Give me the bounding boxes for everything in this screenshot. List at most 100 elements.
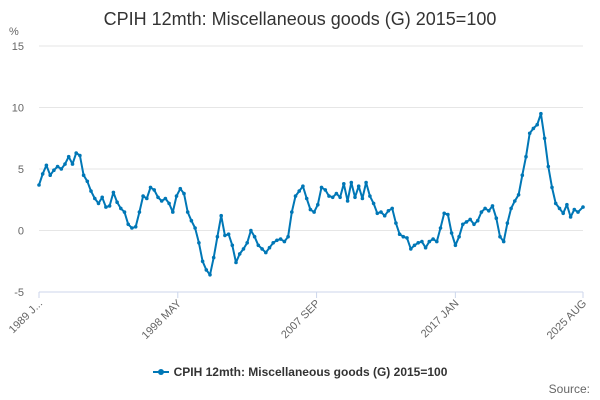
data-point[interactable]: [423, 245, 428, 250]
data-point[interactable]: [93, 196, 97, 201]
data-point[interactable]: [208, 273, 212, 277]
data-point[interactable]: [572, 207, 577, 212]
data-point[interactable]: [260, 247, 264, 251]
data-point[interactable]: [490, 204, 495, 208]
data-point[interactable]: [539, 111, 543, 116]
data-point[interactable]: [52, 168, 56, 172]
data-point[interactable]: [301, 184, 305, 188]
data-point[interactable]: [316, 202, 320, 207]
data-point[interactable]: [278, 237, 283, 241]
data-point[interactable]: [405, 236, 409, 240]
data-point[interactable]: [282, 239, 287, 244]
data-point[interactable]: [85, 179, 90, 184]
data-point[interactable]: [37, 183, 41, 187]
data-point[interactable]: [163, 196, 168, 201]
data-point[interactable]: [394, 221, 398, 225]
data-point[interactable]: [107, 204, 112, 208]
data-point[interactable]: [145, 196, 149, 201]
data-point[interactable]: [115, 200, 119, 204]
data-point[interactable]: [126, 222, 130, 227]
data-point[interactable]: [483, 206, 487, 211]
data-point[interactable]: [382, 213, 387, 218]
data-point[interactable]: [449, 231, 454, 235]
data-point[interactable]: [438, 226, 443, 230]
data-point[interactable]: [475, 218, 480, 223]
data-point[interactable]: [323, 188, 328, 192]
data-point[interactable]: [360, 196, 365, 201]
data-point[interactable]: [96, 201, 101, 206]
data-point[interactable]: [234, 260, 238, 265]
data-point[interactable]: [130, 226, 134, 230]
data-point[interactable]: [553, 201, 558, 206]
data-point[interactable]: [327, 194, 331, 198]
data-point[interactable]: [349, 180, 354, 185]
data-point[interactable]: [193, 226, 197, 230]
data-point[interactable]: [230, 243, 235, 248]
data-point[interactable]: [78, 153, 82, 158]
data-point[interactable]: [256, 243, 261, 248]
data-point[interactable]: [412, 243, 417, 248]
data-point[interactable]: [364, 180, 368, 185]
source-label[interactable]: Source:: [548, 382, 590, 396]
data-point[interactable]: [264, 250, 268, 255]
data-point[interactable]: [141, 194, 145, 198]
data-point[interactable]: [334, 191, 339, 196]
data-point[interactable]: [81, 173, 86, 177]
data-point[interactable]: [390, 206, 395, 211]
data-point[interactable]: [200, 259, 205, 264]
data-point[interactable]: [409, 247, 413, 251]
data-point[interactable]: [237, 252, 242, 256]
data-point[interactable]: [338, 195, 342, 200]
data-point[interactable]: [245, 241, 249, 245]
data-point[interactable]: [297, 189, 302, 193]
data-point[interactable]: [204, 268, 209, 272]
data-point[interactable]: [546, 164, 551, 169]
data-point[interactable]: [375, 211, 380, 216]
data-point[interactable]: [487, 209, 491, 213]
data-point[interactable]: [345, 199, 350, 203]
data-point[interactable]: [461, 222, 465, 227]
data-point[interactable]: [40, 172, 45, 176]
data-point[interactable]: [44, 163, 49, 168]
data-point[interactable]: [167, 201, 171, 206]
data-point[interactable]: [442, 211, 447, 216]
data-point[interactable]: [527, 131, 532, 136]
data-point[interactable]: [371, 201, 376, 206]
data-point[interactable]: [501, 239, 506, 244]
data-point[interactable]: [435, 239, 439, 244]
data-point[interactable]: [267, 245, 272, 250]
data-point[interactable]: [319, 185, 324, 190]
data-point[interactable]: [464, 220, 469, 224]
data-point[interactable]: [550, 185, 554, 190]
data-point[interactable]: [505, 221, 510, 225]
data-point[interactable]: [215, 234, 220, 239]
data-point[interactable]: [211, 255, 216, 260]
data-point[interactable]: [576, 210, 580, 214]
data-point[interactable]: [197, 241, 201, 245]
data-point[interactable]: [63, 162, 67, 166]
data-point[interactable]: [219, 213, 223, 218]
data-point[interactable]: [520, 173, 525, 177]
data-point[interactable]: [252, 234, 257, 239]
data-point[interactable]: [509, 206, 513, 211]
data-point[interactable]: [308, 207, 313, 212]
data-point[interactable]: [561, 211, 565, 216]
data-point[interactable]: [223, 233, 227, 238]
data-point[interactable]: [275, 238, 279, 243]
data-point[interactable]: [70, 162, 75, 166]
data-point[interactable]: [446, 212, 450, 217]
data-point[interactable]: [342, 182, 346, 186]
data-point[interactable]: [178, 186, 183, 191]
data-point[interactable]: [74, 151, 78, 155]
data-point[interactable]: [48, 173, 52, 177]
data-point[interactable]: [472, 222, 476, 227]
data-point[interactable]: [182, 191, 186, 196]
data-point[interactable]: [468, 217, 473, 222]
data-point[interactable]: [524, 154, 528, 159]
data-point[interactable]: [89, 189, 93, 193]
data-point[interactable]: [353, 195, 357, 200]
data-point[interactable]: [427, 239, 432, 244]
data-point[interactable]: [535, 122, 539, 127]
data-point[interactable]: [479, 210, 484, 214]
data-point[interactable]: [152, 188, 156, 192]
